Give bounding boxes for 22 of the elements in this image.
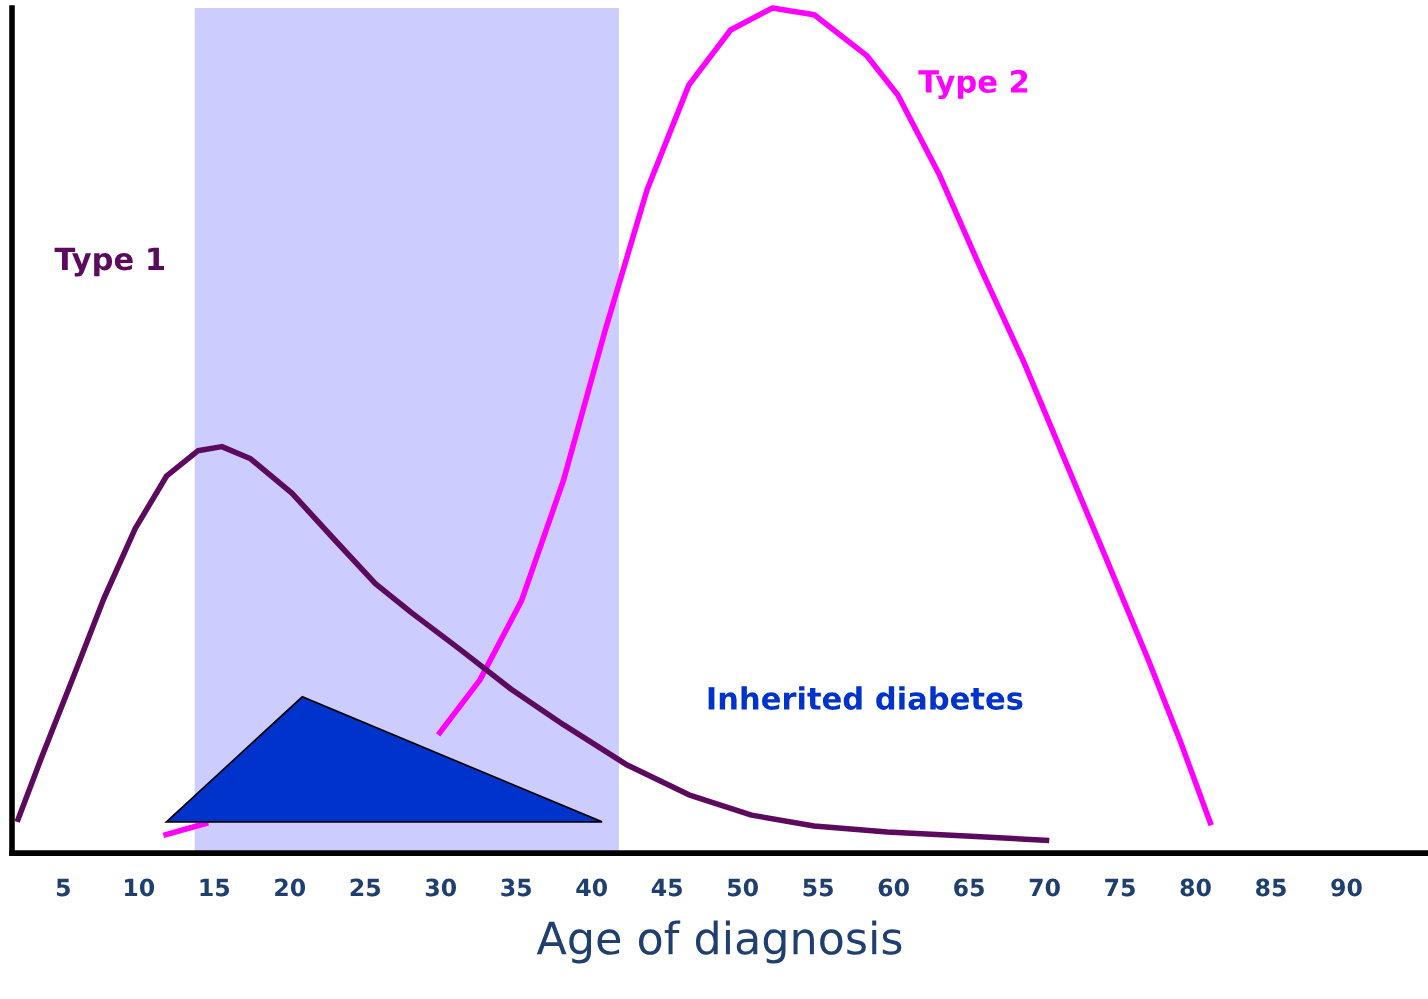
x-tick-label: 5 xyxy=(56,878,70,897)
x-tick-label: 60 xyxy=(878,878,909,897)
x-tick-label: 80 xyxy=(1180,878,1211,897)
x-tick-label: 90 xyxy=(1331,878,1362,897)
text: Type 1 xyxy=(54,247,164,277)
x-axis-title: Age of diagnosis xyxy=(536,920,902,964)
x-tick-label: 40 xyxy=(576,878,607,897)
x-tick-label: 25 xyxy=(350,878,381,897)
x-tick-label: 50 xyxy=(728,878,758,897)
x-tick-label: 35 xyxy=(501,878,531,897)
series-label: Type 2 xyxy=(918,69,1028,100)
x-tick-label: 30 xyxy=(425,878,457,897)
x-tick-label: 75 xyxy=(1105,878,1135,897)
x-tick-label: 15 xyxy=(200,878,230,897)
x-tick-label: 20 xyxy=(275,878,306,897)
text: Inherited diabetes xyxy=(708,686,1023,710)
x-tick-label: 55 xyxy=(803,878,833,897)
x-tick-label: 85 xyxy=(1256,878,1286,897)
x-tick-label: 10 xyxy=(125,878,155,897)
x-tick-label: 70 xyxy=(1029,878,1060,897)
x-tick-label: 45 xyxy=(651,878,682,897)
x-tick-label: 65 xyxy=(954,878,984,897)
